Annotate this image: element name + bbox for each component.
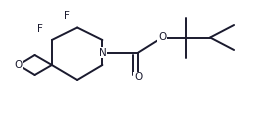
Text: F: F <box>64 11 69 21</box>
Text: O: O <box>134 72 143 83</box>
Text: F: F <box>37 24 43 34</box>
Text: O: O <box>158 32 167 42</box>
Text: N: N <box>98 48 106 58</box>
Text: O: O <box>14 60 22 70</box>
